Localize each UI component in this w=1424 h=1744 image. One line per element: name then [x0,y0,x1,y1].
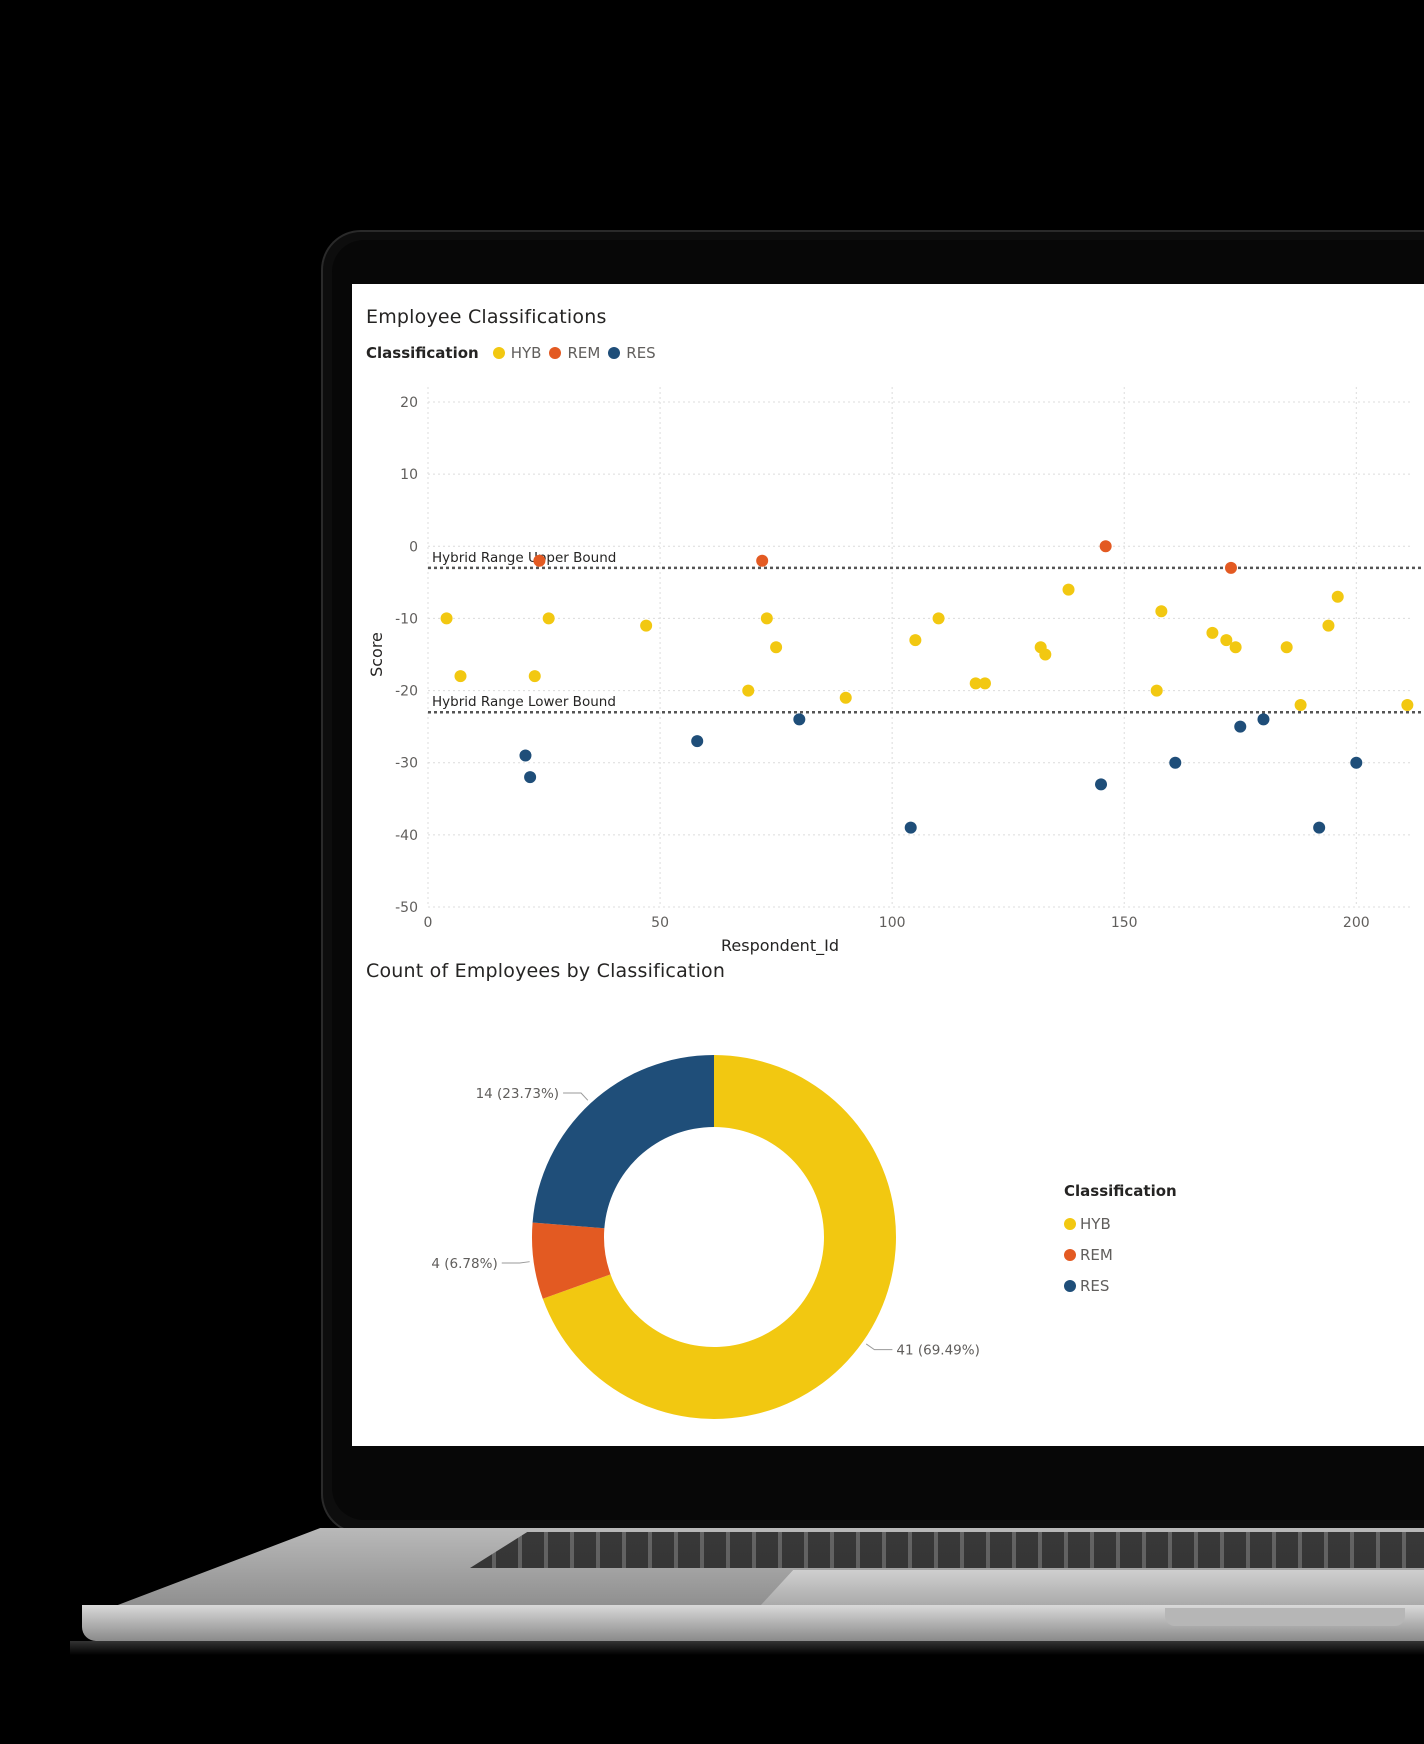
scatter-point-res[interactable] [691,735,704,748]
scatter-point-hyb[interactable] [1206,626,1219,639]
legend-dot-hyb [492,347,505,359]
donut-chart: 41 (69.49%) 4 (6.78%) 14 (23.73%) [431,1055,980,1419]
scatter-point-hyb[interactable] [1280,641,1293,654]
scatter-point-hyb[interactable] [528,670,541,683]
donut-legend-dot-rem [1064,1248,1076,1261]
donut-slice-rem[interactable] [532,1222,611,1299]
legend-dot-res [608,347,621,359]
scatter-point-hyb[interactable] [640,619,653,632]
scatter-point-hyb[interactable] [909,634,922,647]
donut-legend-item-res[interactable]: RES [1064,1270,1177,1301]
donut-data-label-rem: 4 (6.78%) [431,1256,497,1272]
scatter-point-hyb[interactable] [932,612,945,625]
x-tick-label: 50 [651,915,669,931]
donut-legend-label-rem: REM [1080,1245,1113,1264]
scatter-point-hyb[interactable] [542,612,555,625]
scatter-point-res[interactable] [904,821,917,834]
scatter-title: Employee Classifications [366,306,607,328]
y-tick-label: 20 [400,395,418,411]
donut-legend: Classification HYB REM RES [1064,1182,1177,1301]
laptop-notch [1165,1608,1405,1626]
donut-data-label-res: 14 (23.73%) [476,1086,559,1102]
y-tick-label: -10 [395,611,418,627]
scatter-point-res[interactable] [524,771,537,784]
scatter-point-hyb[interactable] [454,670,467,683]
legend-item-hyb[interactable]: HYB [510,344,542,362]
x-tick-label: 200 [1343,915,1370,931]
scatter-point-rem[interactable] [1099,540,1112,553]
scatter-point-hyb[interactable] [969,677,982,690]
x-axis-label: Respondent_Id [721,936,839,956]
donut-legend-label-res: RES [1080,1276,1110,1295]
y-tick-label: -20 [395,684,418,700]
scatter-point-hyb[interactable] [1150,684,1163,697]
scatter-legend: Classification HYB REM RES [366,344,656,362]
scatter-point-hyb[interactable] [1062,583,1075,596]
report-canvas: Employee Classifications Classification … [352,284,1424,1446]
y-tick-label: -30 [395,756,418,772]
scatter-legend-title: Classification [366,344,479,362]
scatter-point-hyb[interactable] [760,612,773,625]
scatter-point-hyb[interactable] [1229,641,1242,654]
scatter-point-res[interactable] [793,713,806,726]
scatter-point-hyb[interactable] [1155,605,1168,618]
donut-slice-hyb[interactable] [542,1055,896,1419]
laptop-shadow [70,1641,1424,1655]
donut-label-leader [501,1261,530,1264]
legend-dot-rem [549,347,562,359]
x-tick-label: 100 [879,915,906,931]
donut-legend-item-rem[interactable]: REM [1064,1239,1177,1270]
y-tick-label: -50 [395,900,418,916]
donut-label-leader [563,1092,589,1101]
donut-label-leader [865,1343,893,1351]
scatter-point-res[interactable] [519,749,532,762]
scatter-point-hyb[interactable] [1331,590,1344,603]
scatter-point-rem[interactable] [756,554,769,567]
x-tick-label: 0 [424,915,433,931]
reference-line-label: Hybrid Range Upper Bound [432,550,616,566]
scatter-point-hyb[interactable] [1039,648,1052,661]
legend-item-res[interactable]: RES [626,344,656,362]
donut-legend-title: Classification [1064,1182,1177,1200]
scatter-point-rem[interactable] [533,554,546,567]
scatter-point-hyb[interactable] [1220,634,1233,647]
scatter-point-hyb[interactable] [839,691,852,704]
scatter-point-hyb[interactable] [1401,699,1414,711]
donut-legend-dot-res [1064,1279,1076,1292]
x-tick-label: 150 [1111,915,1138,931]
donut-data-label-hyb: 41 (69.49%) [896,1343,979,1359]
laptop-trackpad [760,1570,1424,1606]
scatter-point-hyb[interactable] [770,641,783,654]
donut-slice-res[interactable] [532,1055,714,1229]
donut-title: Count of Employees by Classification [366,960,726,982]
scatter-point-res[interactable] [1313,821,1326,834]
donut-legend-label-hyb: HYB [1080,1214,1111,1233]
reference-line-label: Hybrid Range Lower Bound [432,694,616,710]
y-tick-label: 10 [400,467,418,483]
scatter-point-hyb[interactable] [440,612,453,625]
scatter-point-res[interactable] [1234,720,1247,733]
scatter-point-res[interactable] [1169,756,1182,769]
donut-legend-dot-hyb [1064,1217,1076,1230]
y-axis-label: Score [367,632,386,677]
scatter-point-rem[interactable] [1224,561,1237,574]
scatter-point-hyb[interactable] [978,677,991,690]
y-tick-label: 0 [409,539,418,555]
scatter-point-res[interactable] [1095,778,1108,791]
legend-item-rem[interactable]: REM [567,344,601,362]
laptop-keyboard [470,1532,1424,1568]
scatter-point-hyb[interactable] [742,684,755,697]
scatter-point-res[interactable] [1257,713,1270,726]
scatter-point-res[interactable] [1350,756,1363,769]
donut-legend-item-hyb[interactable]: HYB [1064,1208,1177,1239]
scatter-point-hyb[interactable] [1322,619,1335,632]
scatter-point-hyb[interactable] [1294,699,1307,711]
y-tick-label: -40 [395,828,418,844]
